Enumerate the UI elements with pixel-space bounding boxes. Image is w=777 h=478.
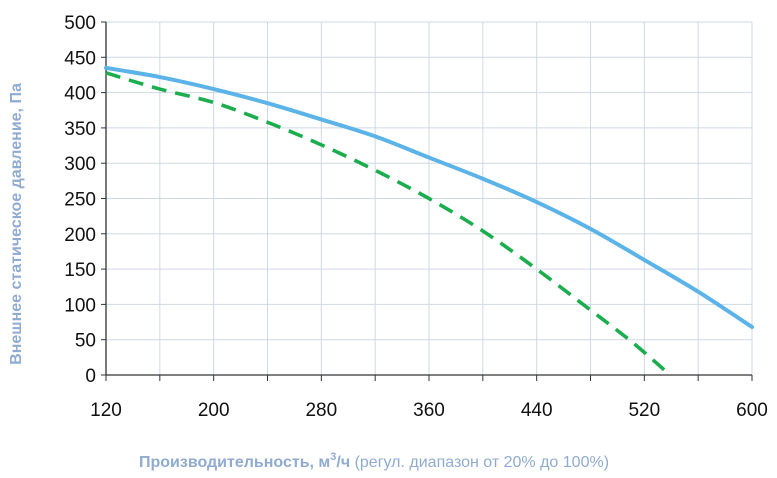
x-axis-title-note: (регул. диапазон от 20% до 100%) bbox=[350, 454, 609, 471]
x-tick-label-520: 520 bbox=[628, 400, 660, 421]
y-tick-label-100: 100 bbox=[64, 295, 96, 316]
axes bbox=[101, 21, 753, 381]
y-tick-label-300: 300 bbox=[64, 154, 96, 175]
x-tick-label-280: 280 bbox=[305, 400, 337, 421]
x-axis-title-main: Производительность, м bbox=[139, 454, 330, 471]
y-tick-label-200: 200 bbox=[64, 225, 96, 246]
y-tick-labels: 0 50 100 150 200 250 300 350 400 450 500 bbox=[64, 13, 96, 387]
y-tick-label-450: 450 bbox=[64, 48, 96, 69]
y-tick-label-350: 350 bbox=[64, 119, 96, 140]
x-tick-label-200: 200 bbox=[198, 400, 230, 421]
x-tick-label-360: 360 bbox=[413, 400, 445, 421]
x-axis-title: Производительность, м3/ч (регул. диапазо… bbox=[139, 451, 609, 471]
y-tick-label-500: 500 bbox=[64, 13, 96, 34]
y-tick-label-0: 0 bbox=[85, 366, 96, 387]
dashed-green-series-line bbox=[105, 71, 666, 372]
series-lines bbox=[104, 65, 754, 372]
gridlines bbox=[106, 21, 753, 375]
x-axis-title-superscript: 3 bbox=[330, 451, 336, 463]
y-tick-label-50: 50 bbox=[75, 331, 96, 352]
y-tick-label-150: 150 bbox=[64, 260, 96, 281]
x-tick-label-600: 600 bbox=[736, 400, 768, 421]
x-tick-labels: 120 200 280 360 440 520 600 bbox=[90, 400, 768, 421]
solid-blue-series-line bbox=[104, 65, 754, 329]
x-tick-label-440: 440 bbox=[521, 400, 553, 421]
x-tick-label-120: 120 bbox=[90, 400, 122, 421]
y-axis-title: Внешнее статическое давление, Па bbox=[8, 83, 25, 365]
y-tick-label-250: 250 bbox=[64, 190, 96, 211]
y-tick-label-400: 400 bbox=[64, 84, 96, 105]
x-axis-title-unit: /ч bbox=[336, 454, 350, 471]
